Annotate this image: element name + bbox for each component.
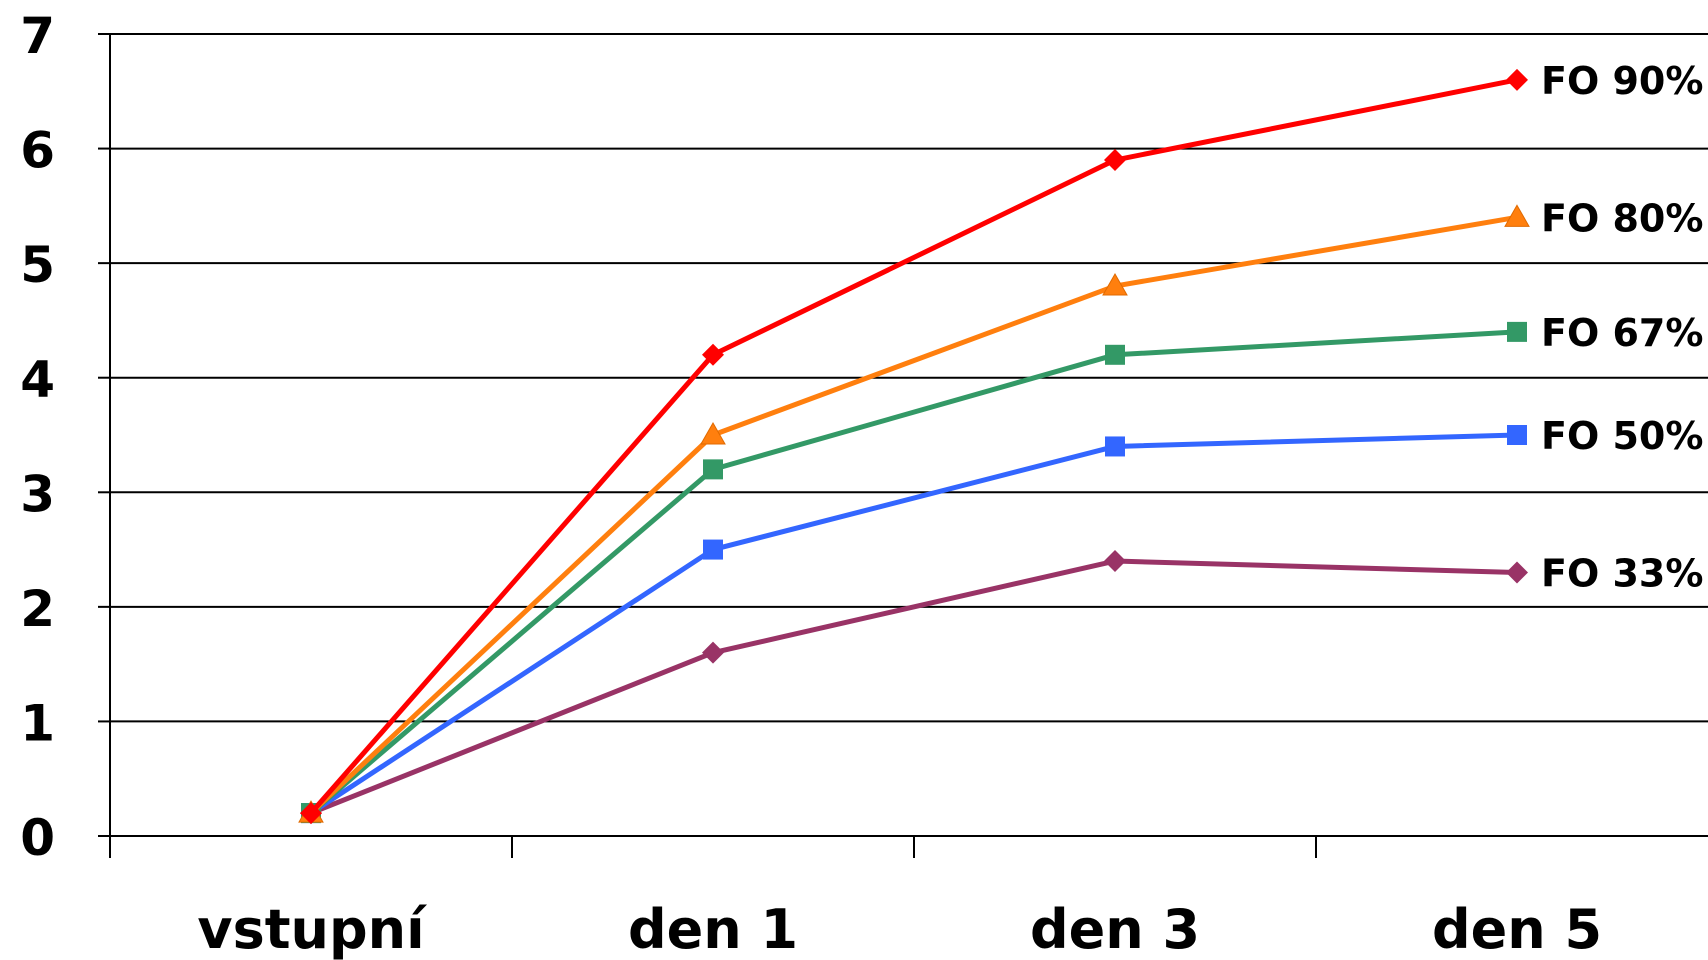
series-line xyxy=(309,77,1518,815)
y-tick-label: 5 xyxy=(20,236,55,294)
y-tick-label: 1 xyxy=(20,694,55,752)
data-point xyxy=(1102,273,1128,296)
y-tick-label: 3 xyxy=(20,465,55,523)
series-line xyxy=(309,329,1518,815)
y-axis-tick-labels: 0 1 2 3 4 5 6 7 xyxy=(20,7,55,867)
data-point xyxy=(1507,321,1527,342)
series xyxy=(300,550,1528,825)
x-tick-label: vstupní xyxy=(197,898,427,960)
x-axis-tick-labels: vstupní den 1 den 3 den 5 xyxy=(197,898,1602,960)
series xyxy=(298,204,1530,823)
data-point xyxy=(700,421,726,445)
series-lines xyxy=(298,68,1530,825)
series-labels: FO 90% FO 80% FO 67% FO 50% FO 33% xyxy=(1541,59,1703,596)
data-point xyxy=(703,539,723,560)
series-line xyxy=(310,558,1518,816)
data-point xyxy=(1105,436,1125,457)
series xyxy=(301,321,1527,824)
series-label: FO 50% xyxy=(1541,414,1703,458)
y-tick-label: 7 xyxy=(20,7,55,65)
series xyxy=(301,425,1527,824)
y-tick-label: 0 xyxy=(20,809,55,867)
data-point xyxy=(1506,561,1528,584)
series-label: FO 33% xyxy=(1541,551,1703,595)
data-point xyxy=(703,459,723,480)
series-label: FO 80% xyxy=(1541,196,1703,240)
y-tick-label: 2 xyxy=(20,580,55,638)
x-tick-label: den 3 xyxy=(1030,898,1200,960)
data-point xyxy=(1506,68,1528,91)
data-point xyxy=(1504,204,1530,227)
y-tick-label: 6 xyxy=(20,122,55,180)
x-tick-label: den 5 xyxy=(1432,898,1602,960)
series-label: FO 90% xyxy=(1541,59,1703,103)
series-label: FO 67% xyxy=(1541,311,1703,355)
data-point xyxy=(1105,344,1125,365)
data-point xyxy=(1507,425,1527,445)
data-point xyxy=(702,343,724,366)
series-line xyxy=(309,214,1518,815)
series-line xyxy=(309,432,1518,816)
data-point xyxy=(300,802,322,825)
y-tick-label: 4 xyxy=(20,351,55,409)
series xyxy=(300,68,1528,825)
gridlines xyxy=(110,33,1708,723)
x-tick-label: den 1 xyxy=(628,898,798,960)
data-point xyxy=(702,641,724,664)
data-point xyxy=(1104,550,1126,573)
data-point xyxy=(1104,149,1126,172)
axes xyxy=(98,33,1708,858)
